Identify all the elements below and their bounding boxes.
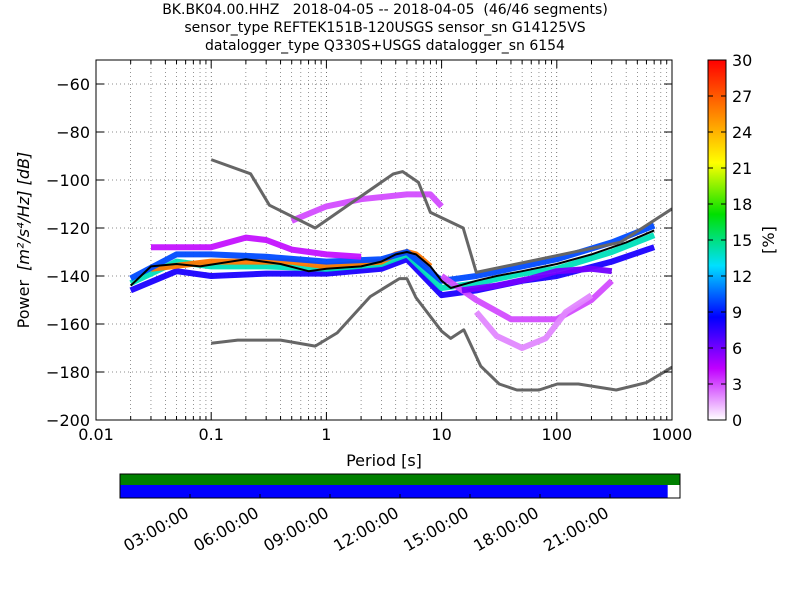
x-axis-label: Period [s] — [346, 451, 422, 470]
colorbar-tick-label: 24 — [732, 123, 752, 142]
psd-density-band — [461, 265, 613, 294]
y-axis-label-prefix: Power — [14, 280, 33, 329]
colorbar-tick-label: 9 — [732, 303, 742, 322]
y-tick-label: −60 — [56, 75, 90, 94]
y-axis-label-units: [m²/s⁴/Hz] [dB] — [14, 152, 33, 271]
x-tick-label: 0.01 — [78, 425, 114, 444]
timeline-tick-label: 09:00:00 — [260, 503, 332, 555]
timeline-tick-label: 03:00:00 — [120, 503, 192, 555]
title-sensor-line: sensor_type REFTEK151B-120USGS sensor_sn… — [184, 20, 586, 36]
colorbar-tick-label: 12 — [732, 267, 752, 286]
colorbar-label: [%] — [759, 226, 778, 254]
timeline-tick-label: 21:00:00 — [540, 503, 612, 555]
title-station-line: BK.BK04.00.HHZ 2018-04-05 -- 2018-04-05 … — [162, 2, 608, 18]
timeline-tick-label: 15:00:00 — [400, 503, 472, 555]
y-tick-label: −160 — [46, 315, 90, 334]
y-axis-label: Power [m²/s⁴/Hz] [dB] — [14, 152, 33, 329]
psd-density-band — [439, 273, 614, 323]
x-tick-label: 1 — [321, 425, 331, 444]
colorbar-tick-label: 6 — [732, 339, 742, 358]
colorbar-tick-label: 21 — [732, 159, 752, 178]
colorbar-tick-label: 27 — [732, 87, 752, 106]
timeline-tick-label: 18:00:00 — [470, 503, 542, 555]
timeline-coverage-bar — [120, 485, 668, 498]
y-tick-label: −100 — [46, 171, 90, 190]
timeline-tick-label: 12:00:00 — [330, 503, 402, 555]
y-tick-label: −140 — [46, 267, 90, 286]
x-tick-label: 100 — [542, 425, 573, 444]
colorbar-tick-label: 0 — [732, 411, 742, 430]
psd-density-band — [290, 191, 444, 224]
colorbar-tick-label: 15 — [732, 231, 752, 250]
segment-timeline: 03:00:0006:00:0009:00:0012:00:0015:00:00… — [119, 473, 681, 555]
colorbar-tick-label: 3 — [732, 375, 742, 394]
noise-model-layer — [210, 158, 672, 392]
colorbar-ticks: 0 3 6 9 12 15 18 21 24 27 30 — [708, 51, 752, 430]
y-tick-label: −80 — [56, 123, 90, 142]
psd-density-layer — [129, 191, 656, 351]
x-tick-label: 1000 — [652, 425, 693, 444]
psd-density-band — [151, 234, 362, 260]
y-tick-label: −180 — [46, 363, 90, 382]
grid-layer — [96, 60, 672, 420]
colorbar-tick-label: 30 — [732, 51, 752, 70]
y-tick-label: −200 — [46, 411, 90, 430]
timeline-segments-bar — [120, 474, 680, 485]
x-tick-label: 0.1 — [198, 425, 223, 444]
psd-mode-line — [130, 229, 655, 289]
title-datalogger-line: datalogger_type Q330S+USGS datalogger_sn… — [205, 38, 565, 54]
psd-density-band — [474, 292, 594, 351]
colorbar-tick-label: 18 — [732, 195, 752, 214]
timeline-tick-label: 06:00:00 — [190, 503, 262, 555]
plot-frame — [95, 59, 673, 421]
nhnm-line — [210, 158, 672, 274]
nlnm-line — [211, 277, 672, 392]
axis-layer: 0.01 0.1 1 10 100 1000 −200 −180 −160 −140 −120 −10… — [46, 60, 692, 444]
psd-density-band — [129, 244, 656, 299]
y-tick-label: −120 — [46, 219, 90, 238]
x-tick-label: 10 — [431, 425, 451, 444]
svg-text:Power [m²/s⁴/Hz] [dB]: Power [m²/s⁴/Hz] [dB] — [14, 152, 33, 329]
